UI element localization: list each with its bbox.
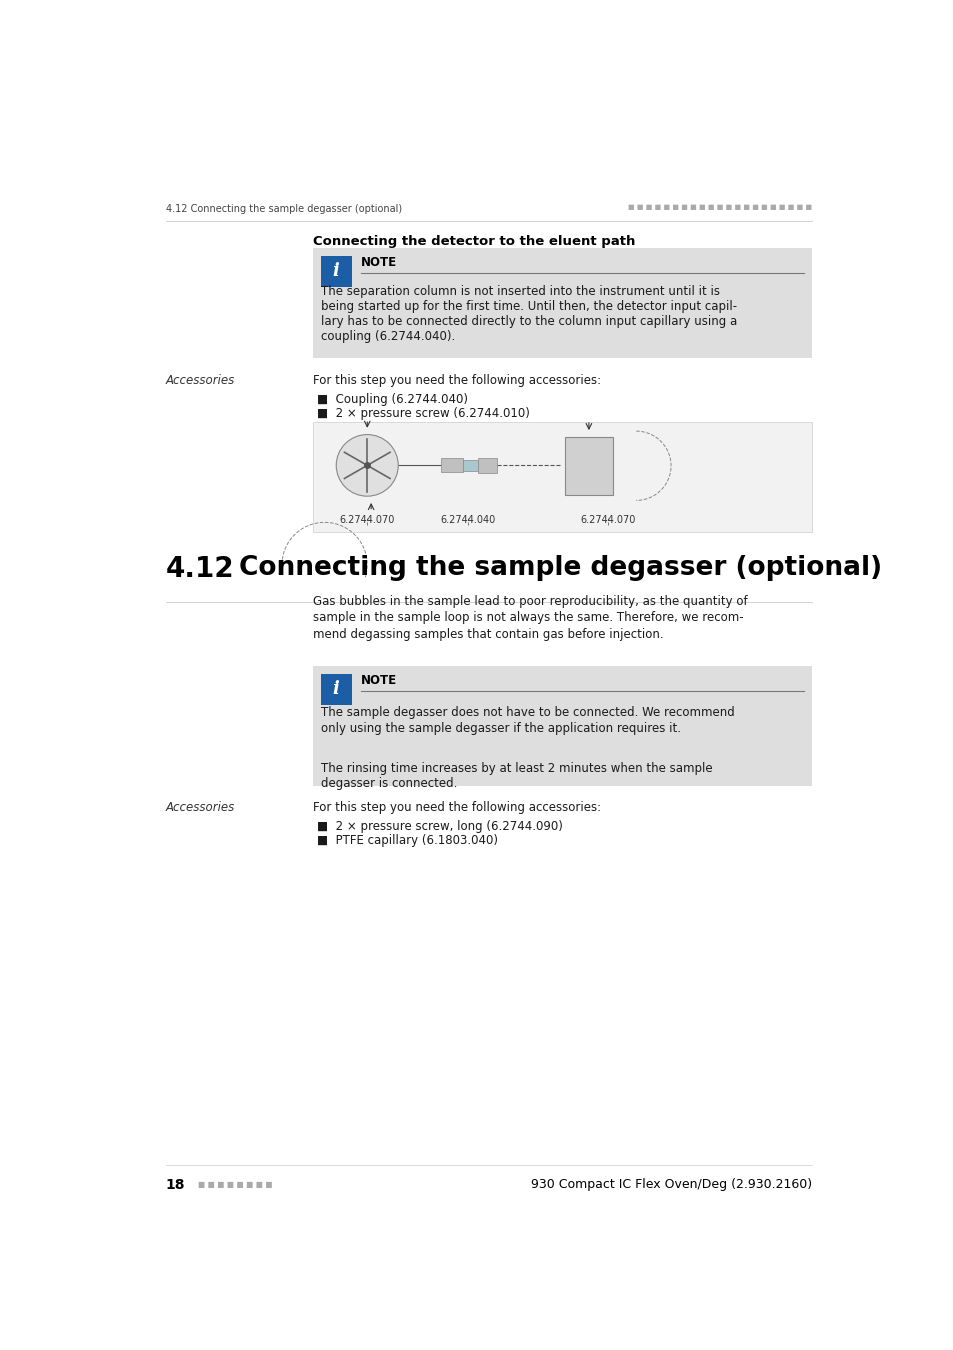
Text: only using the sample degasser if the application requires it.: only using the sample degasser if the ap… [320,722,680,734]
Text: 4.12 Connecting the sample degasser (optional): 4.12 Connecting the sample degasser (opt… [166,204,401,215]
Text: Accessories: Accessories [166,374,234,386]
Text: For this step you need the following accessories:: For this step you need the following acc… [313,801,600,814]
Text: 6.2744.070: 6.2744.070 [339,514,395,525]
Bar [477,458,497,472]
Text: ■  2 × pressure screw (6.2744.010): ■ 2 × pressure screw (6.2744.010) [316,406,529,420]
Text: 6.2744.040: 6.2744.040 [440,514,496,525]
Text: NOTE: NOTE [360,674,396,687]
Text: being started up for the first time. Until then, the detector input capil-: being started up for the first time. Unt… [320,300,736,313]
Bar [320,674,352,705]
Text: NOTE: NOTE [360,256,396,269]
Bar [564,437,612,494]
Text: lary has to be connected directly to the column input capillary using a: lary has to be connected directly to the… [320,316,737,328]
Text: The sample degasser does not have to be connected. We recommend: The sample degasser does not have to be … [320,706,734,720]
Text: i: i [333,680,339,698]
Circle shape [335,435,397,497]
Text: ■  Coupling (6.2744.040): ■ Coupling (6.2744.040) [316,393,467,406]
Text: mend degassing samples that contain gas before injection.: mend degassing samples that contain gas … [313,628,663,641]
Bar [320,256,352,286]
Text: ■  2 × pressure screw, long (6.2744.090): ■ 2 × pressure screw, long (6.2744.090) [316,821,562,833]
Text: Accessories: Accessories [166,801,234,814]
Bar [313,248,811,358]
Text: ■ ■ ■ ■ ■ ■ ■ ■ ■ ■ ■ ■ ■ ■ ■ ■ ■ ■ ■ ■ ■: ■ ■ ■ ■ ■ ■ ■ ■ ■ ■ ■ ■ ■ ■ ■ ■ ■ ■ ■ ■ … [627,204,811,211]
Text: 18: 18 [166,1179,185,1192]
Bar [440,459,462,472]
Text: i: i [333,262,339,281]
Bar [313,667,811,786]
Text: coupling (6.2744.040).: coupling (6.2744.040). [320,331,455,343]
Text: The rinsing time increases by at least 2 minutes when the sample: The rinsing time increases by at least 2… [320,761,712,775]
Bar [313,423,811,532]
Text: Gas bubbles in the sample lead to poor reproducibility, as the quantity of: Gas bubbles in the sample lead to poor r… [313,595,747,608]
Text: sample in the sample loop is not always the same. Therefore, we recom-: sample in the sample loop is not always … [313,612,742,624]
Bar [462,460,477,471]
Text: For this step you need the following accessories:: For this step you need the following acc… [313,374,600,386]
Text: ■  PTFE capillary (6.1803.040): ■ PTFE capillary (6.1803.040) [316,834,497,848]
Text: The separation column is not inserted into the instrument until it is: The separation column is not inserted in… [320,285,719,298]
Text: Connecting the detector to the eluent path: Connecting the detector to the eluent pa… [313,235,635,248]
Text: degasser is connected.: degasser is connected. [320,778,456,790]
Text: 4.12: 4.12 [166,555,234,583]
Text: 930 Compact IC Flex Oven/Deg (2.930.2160): 930 Compact IC Flex Oven/Deg (2.930.2160… [531,1179,811,1192]
Text: Connecting the sample degasser (optional): Connecting the sample degasser (optional… [239,555,882,580]
Text: ■ ■ ■ ■ ■ ■ ■ ■: ■ ■ ■ ■ ■ ■ ■ ■ [198,1180,273,1189]
Text: 6.2744.070: 6.2744.070 [580,514,636,525]
